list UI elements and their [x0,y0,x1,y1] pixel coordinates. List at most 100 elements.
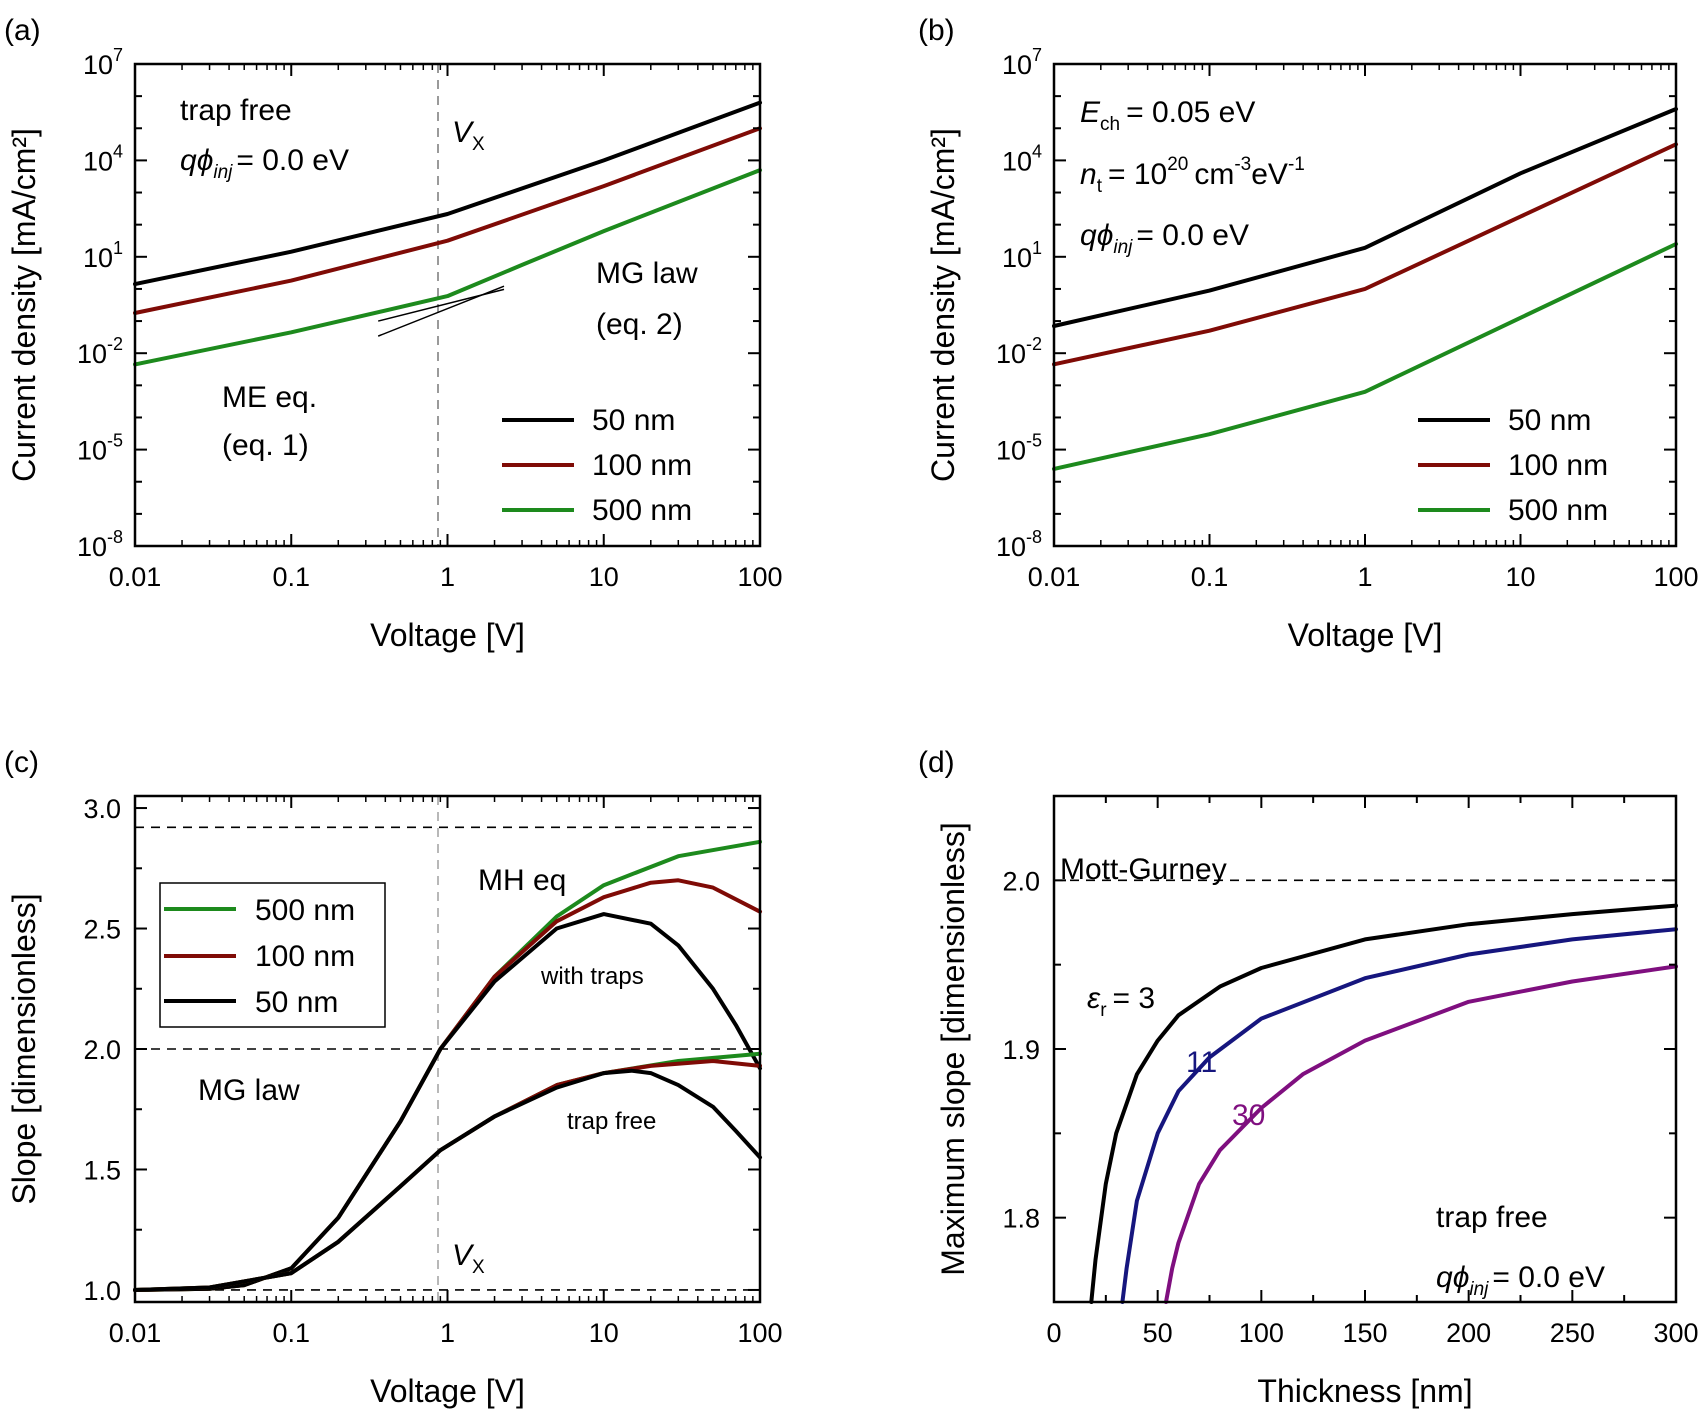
annotation-mh-eq: MH eq [478,864,566,897]
annotation-epsilon: εr = 3 [1087,982,1155,1021]
x-tick-label: 10 [1505,562,1535,592]
svg-text:qϕinj= 0.0 eV: qϕinj = 0.0 eV [180,144,349,183]
x-tick-label: 1 [440,562,455,592]
series-line-trap-free-50nm [133,1068,762,1292]
y-tick-label: 3.0 [83,794,121,824]
annotation-text: trap free [180,94,292,127]
annotation-eq2: (eq. 2) [596,308,683,341]
y-tick-label: 10-2 [996,334,1042,369]
x-tick-label: 0.1 [1191,562,1229,592]
y-tick-label: 1.0 [83,1276,121,1306]
y-tick-label: 10-5 [996,431,1042,466]
legend-item-50nm: 50 nm [164,986,338,1019]
legend-label: 50 nm [1508,404,1591,437]
series-line-500nm [133,168,762,367]
y-axis-title: Maximum slope [dimensionless] [935,822,971,1276]
annotation-text: = 0.0 eV [1136,219,1249,252]
svg-text:VX: VX [452,1239,485,1278]
x-tick-label: 150 [1342,1318,1387,1348]
svg-text:εr= 3: εr = 3 [1087,982,1155,1021]
y-tick-label: 1.9 [1002,1035,1040,1065]
svg-text:VX: VX [452,116,485,155]
series-line-100nm [133,126,762,315]
annotation-trap-free: trap free [567,1108,656,1135]
legend-label: 50 nm [592,404,675,437]
annotation-mg-law: MG law [596,257,698,290]
legend-item-100nm: 100 nm [502,449,692,482]
x-tick-label: 0 [1046,1318,1061,1348]
y-tick-label: 107 [83,45,123,80]
legend: 50 nm 100 nm 500 nm [502,404,692,527]
x-tick-label: 10 [589,1318,619,1348]
legend-item-500nm: 500 nm [164,894,355,927]
annotation-30: 30 [1232,1099,1265,1132]
svg-text:Ech= 0.05 eV: Ech = 0.05 eV [1080,96,1255,135]
svg-text:qϕinj= 0.0 eV: qϕinj = 0.0 eV [1436,1261,1605,1300]
panel-b-label: (b) [918,14,955,47]
annotation-injection-barrier: qϕinj = 0.0 eV [180,144,349,183]
y-axis-title: Slope [dimensionless] [6,893,42,1204]
series-line-50nm [1052,107,1678,328]
series-line-eps-30 [1164,964,1678,1304]
series-line-500nm [1052,242,1678,471]
annotation-eq1: (eq. 1) [222,429,309,462]
annotation-me-eq: ME eq. [222,381,317,414]
series-line-100nm [1052,142,1678,367]
x-axis-title: Voltage [V] [1288,617,1443,653]
y-tick-label: 1.8 [1002,1204,1040,1234]
legend-label: 100 nm [592,449,692,482]
x-axis-title: Voltage [V] [370,617,525,653]
legend-label: 500 nm [592,494,692,527]
x-tick-label: 10 [589,562,619,592]
legend-item-100nm: 100 nm [164,940,355,973]
annotation-injection-barrier: qϕinj = 0.0 eV [1436,1261,1605,1300]
legend-item-500nm: 500 nm [502,494,692,527]
x-tick-label: 100 [737,562,782,592]
legend-label: 50 nm [255,986,338,1019]
y-tick-label: 101 [83,238,123,273]
y-axis-title: Current density [mA/cm²] [925,128,961,482]
annotation-trap-free: trap free [1436,1201,1548,1234]
x-tick-label: 100 [737,1318,782,1348]
x-tick-label: 0.01 [1028,562,1081,592]
panel-d-label: (d) [918,746,955,779]
annotation-text: = 3 [1113,982,1156,1015]
legend: 500 nm 100 nm 50 nm [159,882,386,1028]
legend-item-100nm: 100 nm [1418,449,1608,482]
annotation-text: = 0.0 eV [236,144,349,177]
annotation-11: 11 [1186,1046,1217,1079]
annotation-text: cm [1194,158,1234,191]
x-tick-label: 100 [1653,562,1698,592]
annotation-ech: Ech = 0.05 eV [1080,96,1255,135]
x-tick-label: 0.1 [272,1318,310,1348]
annotation-text: eV [1251,158,1288,191]
annotation-text: = 0.05 eV [1126,96,1255,129]
x-axis-title: Thickness [nm] [1257,1373,1472,1409]
x-tick-label: 1 [1357,562,1372,592]
legend-label: 100 nm [1508,449,1608,482]
legend: 50 nm 100 nm 500 nm [1418,404,1608,527]
legend-label: 500 nm [255,894,355,927]
annotation-injection-barrier: qϕinj = 0.0 eV [1080,219,1249,258]
y-tick-label: 107 [1002,45,1042,80]
x-tick-label: 250 [1550,1318,1595,1348]
legend-item-50nm: 50 nm [502,404,675,437]
legend-item-500nm: 500 nm [1418,494,1608,527]
annotation-with-traps: with traps [540,963,644,990]
x-tick-label: 1 [440,1318,455,1348]
y-tick-label: 10-8 [996,527,1042,562]
x-tick-label: 50 [1143,1318,1173,1348]
x-tick-label: 100 [1239,1318,1284,1348]
y-tick-label: 10-5 [77,431,123,466]
annotation-vx: VX [452,116,485,155]
y-tick-label: 101 [1002,238,1042,273]
series-line-eps-11 [1120,927,1678,1304]
y-axis-title: Current density [mA/cm²] [6,128,42,482]
legend-item-50nm: 50 nm [1418,404,1591,437]
annotation-mg-law: MG law [198,1074,300,1107]
y-tick-label: 2.0 [1002,866,1040,896]
svg-text:qϕinj= 0.0 eV: qϕinj = 0.0 eV [1080,219,1249,258]
x-tick-label: 0.1 [272,562,310,592]
y-tick-label: 2.5 [83,915,121,945]
